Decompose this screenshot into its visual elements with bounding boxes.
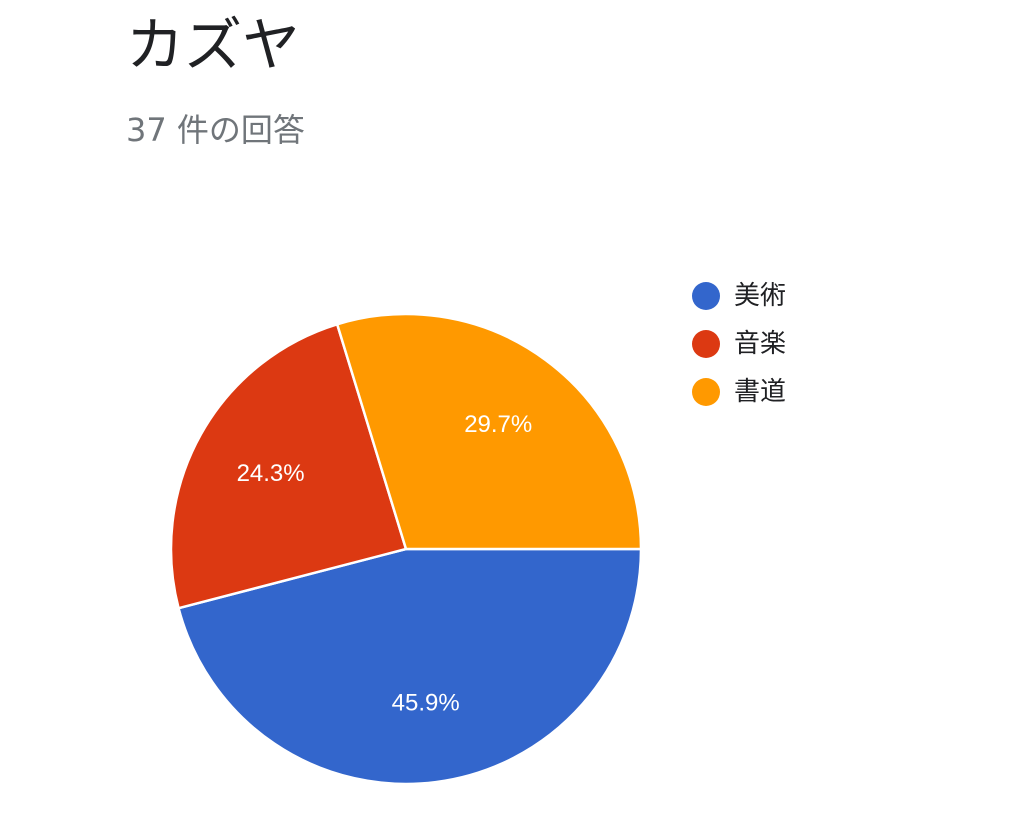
legend-swatch — [692, 330, 720, 358]
legend-item: 書道 — [692, 377, 786, 407]
pie-slice-3 — [335, 312, 643, 551]
pie-slice-2 — [169, 323, 408, 610]
pie-slices — [169, 312, 643, 786]
legend-item: 美術 — [692, 281, 786, 311]
slice-percent-label: 29.7% — [464, 411, 532, 438]
legend-swatch — [692, 378, 720, 406]
legend-label: 音楽 — [734, 329, 786, 359]
slice-percent-label: 45.9% — [392, 689, 460, 716]
legend-label: 書道 — [734, 377, 786, 407]
pie-slice-labels: 45.9% 24.3% 29.7% — [237, 411, 533, 717]
response-count: 37 件の回答 — [126, 111, 305, 149]
slice-percent-label: 24.3% — [237, 460, 305, 487]
legend-label: 美術 — [734, 281, 786, 311]
chart-title: カズヤ — [126, 11, 301, 79]
pie-slice-1 — [177, 547, 643, 786]
legend-swatch — [692, 282, 720, 310]
legend-item: 音楽 — [692, 329, 786, 359]
